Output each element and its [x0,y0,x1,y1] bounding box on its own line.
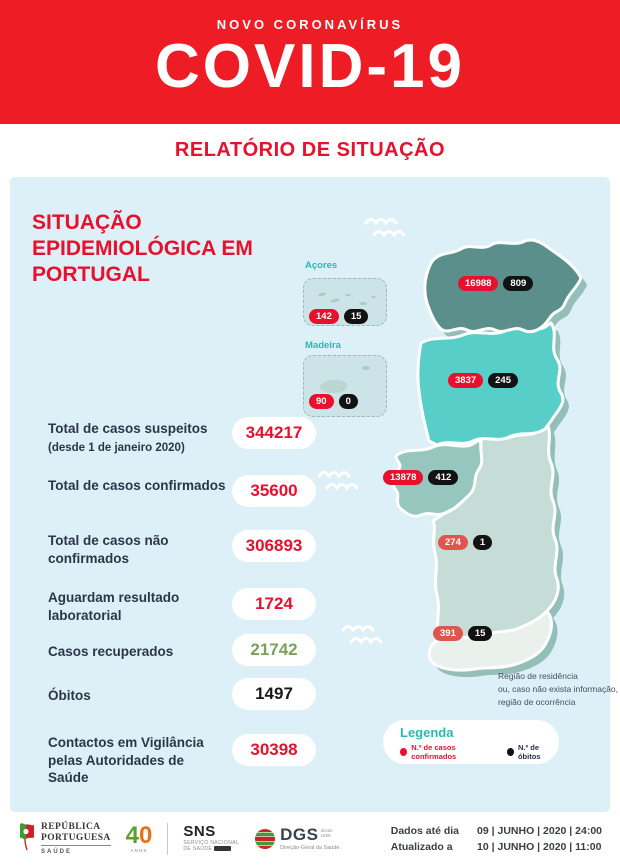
madeira-confirmed-pill: 90 [309,394,334,409]
confirmed-dot-icon [400,748,408,756]
centro-deaths-pill: 245 [488,373,518,388]
madeira-pills: 90 0 [309,394,358,409]
acores-label: Açores [305,260,338,271]
acores-deaths-pill: 15 [343,309,369,324]
map-note: Região de residência ou, caso não exista… [498,671,619,708]
sns-logo: SNS SERVIÇO NACIONAL DE SAÚDE [183,823,240,853]
alentejo-pills: 274 1 [438,535,493,550]
algarve-deaths-pill: 15 [467,626,493,641]
waves-icon [341,625,383,645]
deaths-dot-icon [506,748,514,756]
stat-value-laboratorial: 1724 [232,588,316,620]
sns-badge [214,846,232,852]
lisboa-confirmed-pill: 13878 [383,470,424,485]
madeira-deaths-pill: 0 [338,394,358,409]
stat-label-nao-confirmados: Total de casos não confirmados [48,533,169,566]
alentejo-confirmed-pill: 274 [438,535,468,550]
madeira-label: Madeira [305,340,341,351]
banner-title: COVID-19 [155,32,465,101]
legend: Legenda N.º de casos confirmados N.º de … [383,720,559,764]
dgs-sphere-icon [255,828,276,849]
stat-label-suspeitos: Total de casos suspeitos (desde 1 de jan… [48,421,208,454]
region-norte [423,238,583,334]
stat-value-contactos: 30398 [232,734,316,766]
report-band: RELATÓRIO DE SITUAÇÃO [0,124,620,177]
lisboa-deaths-pill: 412 [428,470,459,485]
legend-deaths: N.º de óbitos [506,743,559,761]
saude-label: SAÚDE [41,848,73,855]
main-panel: SITUAÇÃO EPIDEMIOLÓGICA EM PORTUGAL Tota… [10,177,618,812]
data-until-label: Dados até dia [390,824,460,837]
portugal-flag-icon [20,823,34,851]
updated-value: 10 | JUNHO | 2020 | 11:00 [477,840,602,853]
acores-island-icon [345,294,351,296]
acores-box: 142 15 [303,278,387,326]
sns-40-anos-logo: 4 0 ANOS [125,821,153,853]
algarve-pills: 391 15 [433,626,493,641]
porto-santo-island-icon [362,366,370,370]
stat-label-recuperados: Casos recuperados [48,644,174,659]
republica-portuguesa-logo: REPÚBLICA PORTUGUESA SAÚDE [18,822,111,855]
waves-icon [317,471,359,491]
centro-pills: 3837 245 [448,373,518,388]
acores-island-icon [329,298,341,303]
stat-label-confirmados: Total de casos confirmados [48,478,226,493]
madeira-island-icon [320,380,347,393]
acores-pills: 142 15 [309,309,369,324]
stat-value-suspeitos: 344217 [232,417,316,449]
divider [167,822,169,855]
top-banner: NOVO CORONAVÍRUS COVID-19 [0,0,620,124]
footer: REPÚBLICA PORTUGUESA SAÚDE 4 0 ANOS SNS … [0,812,620,865]
legend-confirmed: N.º de casos confirmados [400,743,494,761]
stat-value-confirmados: 35600 [232,475,316,507]
stat-label-obitos: Óbitos [48,688,91,703]
updated-label: Atualizado a [390,840,453,853]
lisboa-pills: 13878 412 [383,470,459,485]
acores-island-icon [371,296,376,298]
banner-kicker: NOVO CORONAVÍRUS [216,17,404,32]
alentejo-deaths-pill: 1 [472,535,493,550]
dgs-logo: DGS desde 1899 Direção-Geral da Saúde [254,826,339,852]
report-band-title: RELATÓRIO DE SITUAÇÃO [174,139,446,161]
acores-island-icon [359,302,367,305]
norte-deaths-pill: 809 [503,276,534,291]
norte-pills: 16988 809 [458,276,534,291]
algarve-confirmed-pill: 391 [433,626,463,641]
waves-icon [364,218,406,238]
stat-value-nao-confirmados: 306893 [232,530,316,562]
acores-confirmed-pill: 142 [309,309,339,324]
stat-value-recuperados: 21742 [232,634,316,666]
data-until-value: 09 | JUNHO | 2020 | 24:00 [477,824,602,837]
norte-confirmed-pill: 16988 [458,276,499,291]
panel-title: SITUAÇÃO EPIDEMIOLÓGICA EM PORTUGAL [32,211,253,287]
legend-title: Legenda [400,725,454,740]
stat-label-laboratorial: Aguardam resultado laboratorial [48,590,180,623]
portugal-map [392,238,587,678]
stat-value-obitos: 1497 [232,678,316,710]
acores-island-icon [317,292,327,297]
madeira-box: 90 0 [303,355,387,417]
stat-label-contactos: Contactos em Vigilância pelas Autoridade… [48,735,204,786]
report-dates: Dados até dia 09 | JUNHO | 2020 | 24:00 … [391,825,602,853]
centro-confirmed-pill: 3837 [448,373,484,388]
